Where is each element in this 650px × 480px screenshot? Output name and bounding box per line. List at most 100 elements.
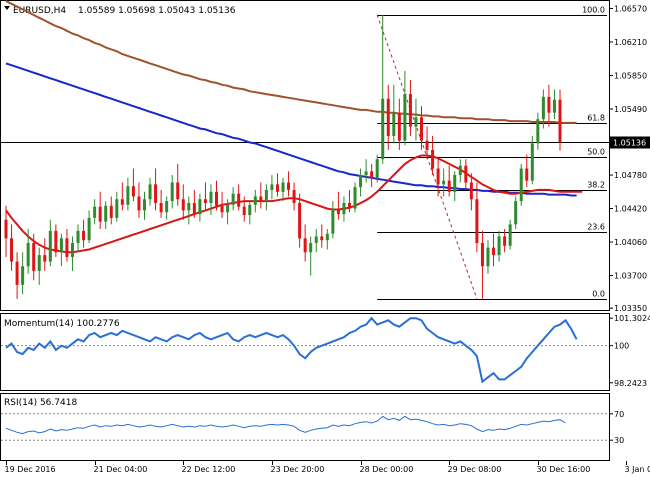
time-axis-label: 28 Dec 00:00 — [360, 465, 414, 474]
candle-body — [192, 202, 196, 215]
candle-body — [59, 238, 63, 253]
candle-body — [519, 168, 523, 202]
fib-level-label: 50.0 — [587, 148, 605, 157]
candle-body — [187, 202, 191, 211]
candle-body — [447, 180, 451, 192]
candle-body — [275, 184, 279, 192]
time-axis-label: 22 Dec 12:00 — [182, 465, 236, 474]
candle-body — [370, 171, 374, 178]
candle-body — [475, 199, 479, 243]
current-price-label: 1.05136 — [613, 139, 646, 148]
candle-body — [203, 199, 207, 203]
candle-body — [248, 204, 252, 216]
candle-body — [536, 119, 540, 144]
candle-body — [137, 196, 141, 211]
momentum-axis-label: 98.2423 — [614, 379, 647, 388]
candle-body — [458, 165, 462, 176]
candle-body — [70, 242, 74, 257]
price-header: EURUSD,H4 1.05589 1.05698 1.05043 1.0513… — [4, 6, 236, 16]
collapse-arrow-icon[interactable] — [4, 6, 10, 10]
candle-body — [10, 238, 14, 262]
candle-body — [403, 94, 407, 141]
price-axis-label: 1.04780 — [614, 171, 647, 180]
candle-body — [148, 184, 152, 200]
candle-body — [198, 199, 202, 215]
candle-body — [15, 261, 19, 285]
candle-body — [497, 236, 501, 256]
rsi-axis-label: 70 — [614, 410, 624, 419]
candle-body — [469, 182, 473, 200]
candle-body — [287, 182, 291, 190]
time-axis-label: 21 Dec 04:00 — [94, 465, 148, 474]
price-axis-label: 1.06210 — [614, 38, 647, 47]
ohlc-label: 1.05589 1.05698 1.05043 1.05136 — [78, 6, 236, 16]
fib-level-label: 100.0 — [582, 6, 605, 15]
candle-body — [165, 201, 169, 213]
candle-body — [209, 191, 213, 203]
candle-body — [541, 96, 545, 120]
candle-body — [530, 143, 534, 181]
candle-body — [392, 112, 396, 136]
candle-body — [414, 117, 418, 127]
time-axis-label: 19 Dec 2016 — [5, 465, 56, 474]
candle-body — [453, 175, 457, 192]
candle-body — [82, 230, 86, 241]
candle-body — [347, 202, 351, 209]
candle-body — [359, 175, 363, 188]
candle-body — [65, 238, 69, 257]
candle-body — [143, 199, 146, 211]
fib-level-label: 38.2 — [587, 181, 605, 190]
symbol-label: EURUSD,H4 — [13, 6, 66, 16]
candle-body — [242, 206, 246, 216]
price-layer: 100.0 61.8 50.0 38.2 23.6 0.0 — [1, 0, 609, 300]
momentum-title: Momentum(14) 100.2776 — [4, 319, 120, 329]
candle-body — [54, 230, 58, 253]
candle-body — [131, 186, 135, 197]
candle-body — [364, 171, 368, 176]
rsi-axis-label: 30 — [614, 436, 624, 445]
candle-body — [159, 202, 163, 213]
candle-body — [397, 112, 401, 141]
moving-average-line-1 — [5, 0, 577, 124]
candle-body — [281, 182, 285, 192]
rsi-layer — [1, 413, 609, 441]
price-axis-label: 1.03700 — [614, 272, 647, 281]
rsi-title: RSI(14) 56.7418 — [4, 398, 77, 408]
candle-body — [381, 98, 385, 160]
current-price-badge — [610, 136, 650, 149]
fib-level-label: 23.6 — [587, 223, 605, 232]
candle-body — [87, 217, 91, 241]
candle-body — [303, 238, 307, 253]
momentum-axis-label: 101.3024 — [614, 314, 650, 323]
candle-body — [115, 199, 119, 218]
candle-body — [386, 98, 390, 136]
candle-body — [480, 242, 484, 267]
rsi-line — [5, 415, 566, 435]
candle-body — [220, 205, 224, 213]
momentum-layer — [1, 316, 609, 384]
candle-body — [431, 149, 435, 169]
candle-body — [109, 205, 113, 218]
price-axis-label: 1.05850 — [614, 71, 647, 80]
candle-body — [336, 208, 340, 215]
candle-body — [48, 230, 52, 262]
candle-body — [320, 236, 324, 241]
candle-body — [154, 184, 158, 203]
fib-level-label: 0.0 — [592, 290, 605, 299]
candle-body — [436, 168, 440, 185]
candle-body — [425, 140, 429, 150]
candle-body — [93, 206, 97, 218]
candle-body — [442, 180, 446, 185]
candle-body — [314, 236, 318, 243]
time-axis-label: 3 Jan 04:00 — [625, 465, 650, 474]
price-axis-label: 1.04060 — [614, 238, 647, 247]
candle-body — [420, 117, 423, 141]
candle-body — [176, 182, 180, 200]
candle-body — [298, 202, 302, 239]
candle-body — [181, 199, 185, 211]
price-panel-frame — [0, 0, 610, 311]
candle-body — [547, 96, 551, 113]
moving-average-line-2 — [5, 62, 577, 197]
candle-body — [309, 242, 313, 253]
